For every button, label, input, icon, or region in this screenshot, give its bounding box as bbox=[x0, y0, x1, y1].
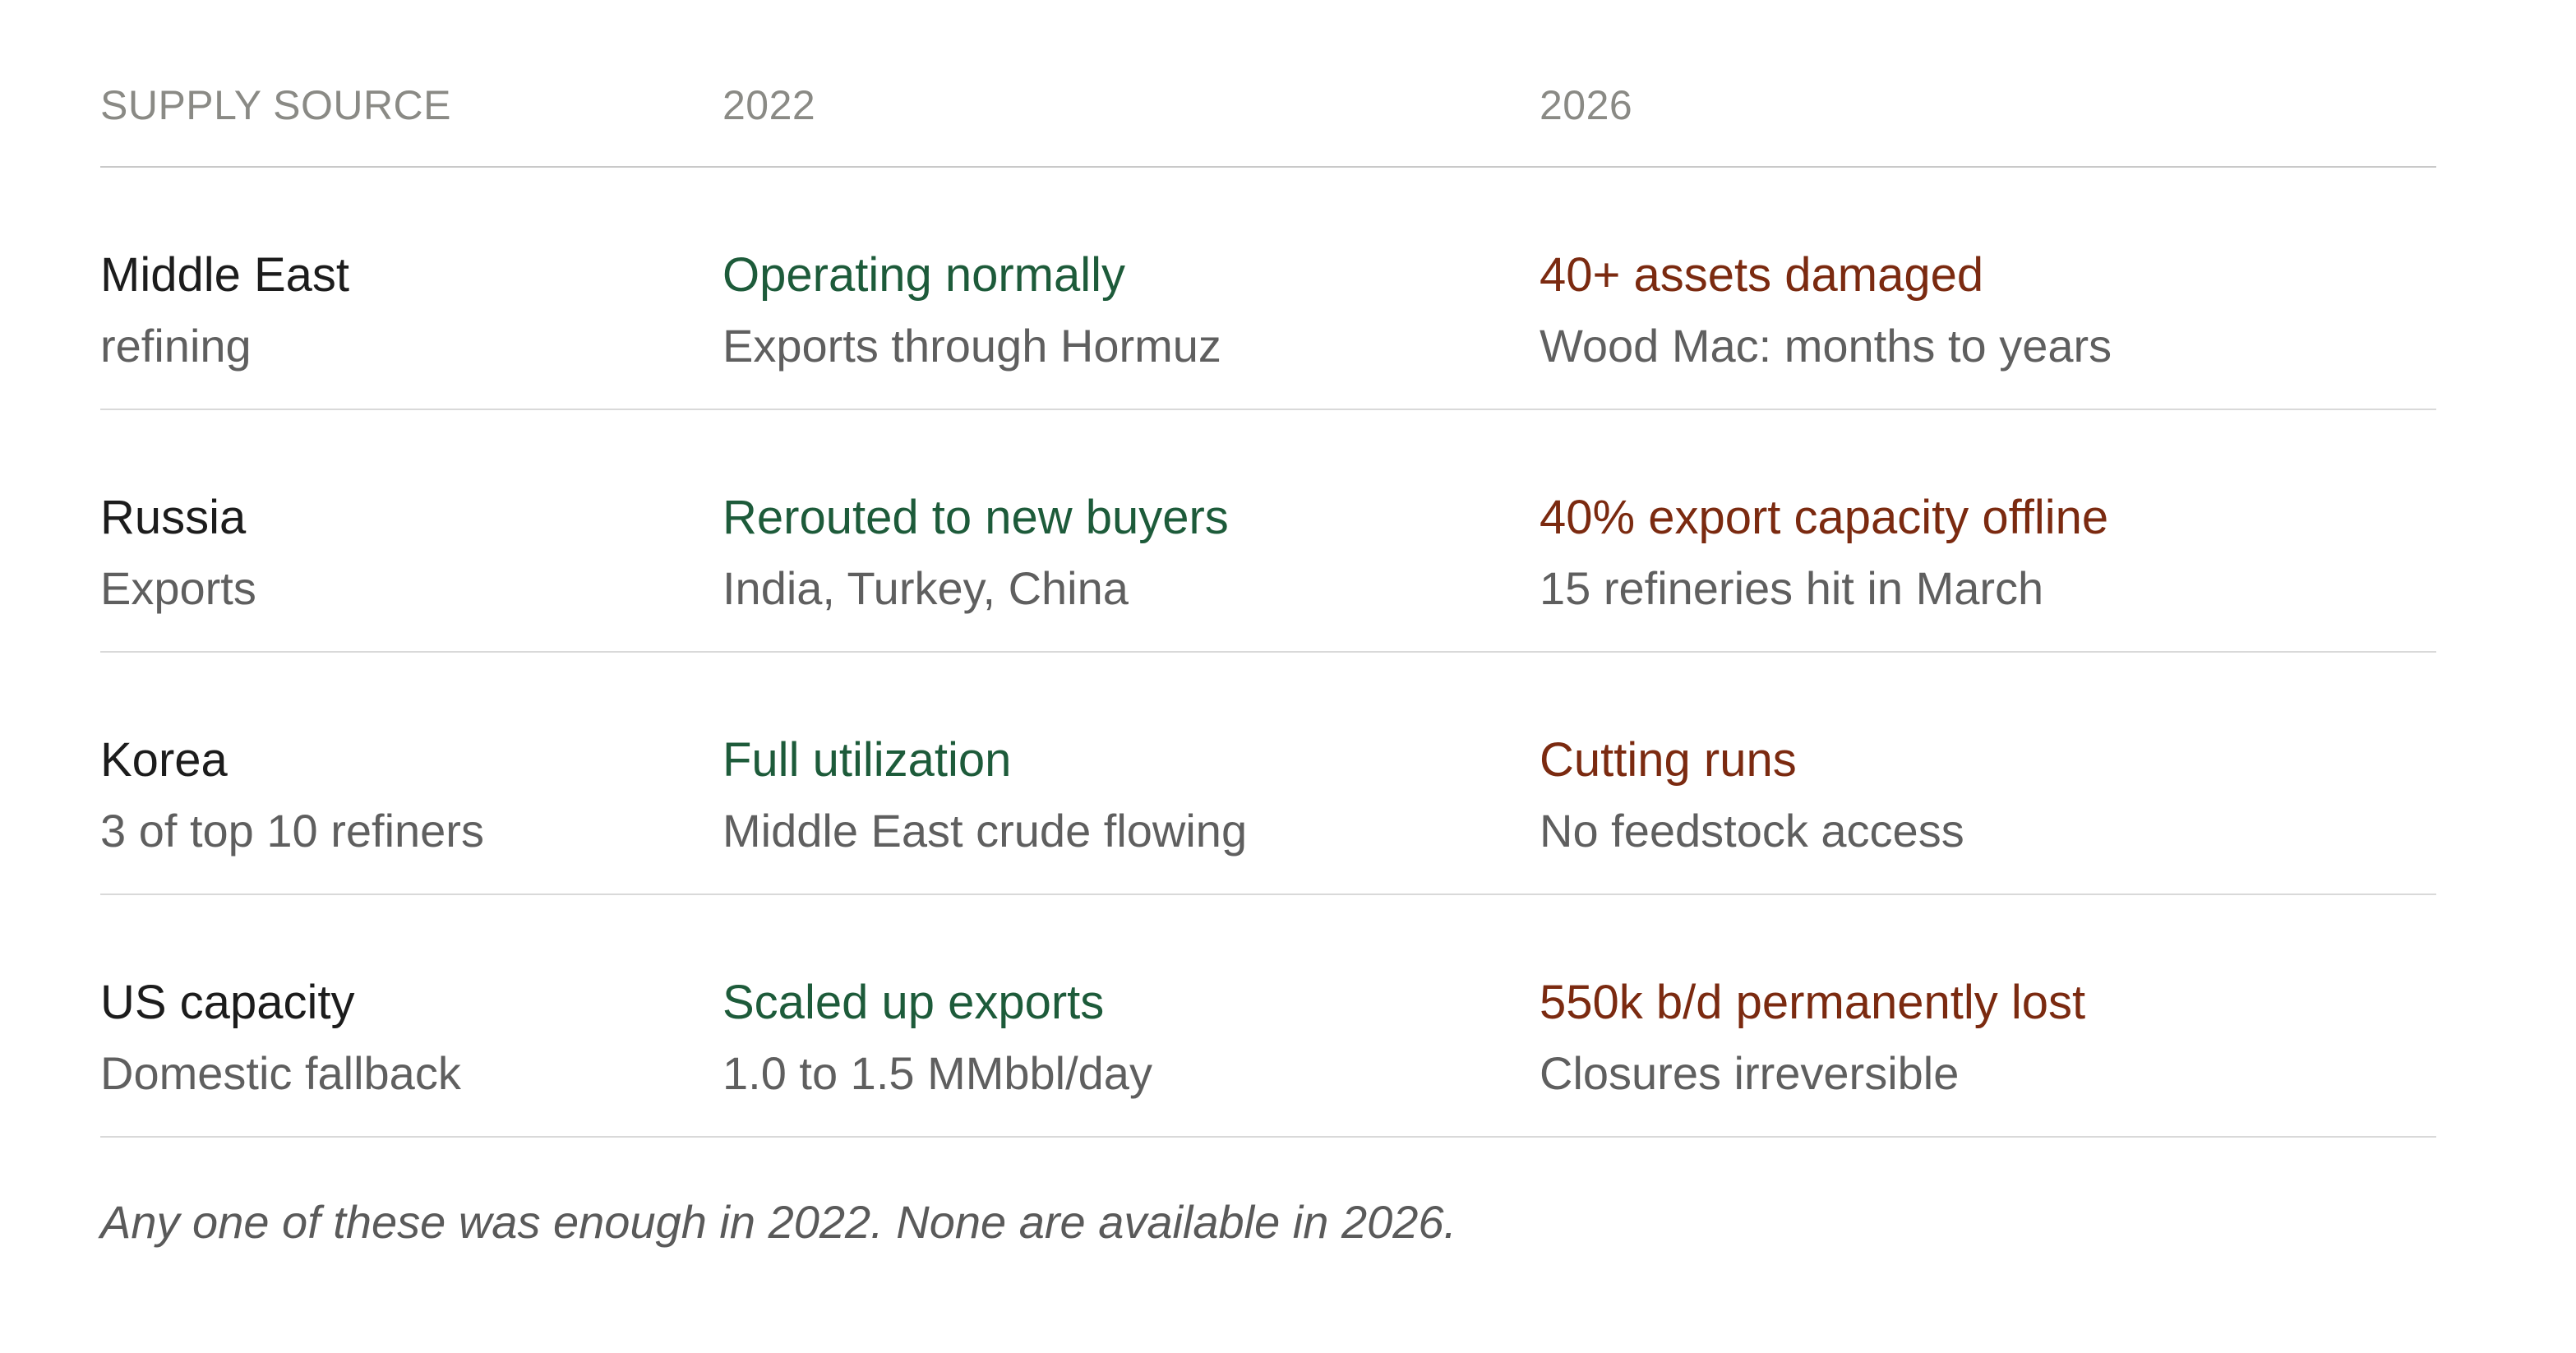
status-2022: Rerouted to new buyers bbox=[722, 491, 1229, 544]
source-name: US capacity bbox=[100, 976, 355, 1029]
table-header: SUPPLY SOURCE 2022 2026 bbox=[100, 0, 2436, 168]
source-detail: Exports bbox=[100, 562, 256, 614]
source-detail: Domestic fallback bbox=[100, 1047, 461, 1099]
source-detail: refining bbox=[100, 320, 252, 372]
source-detail: 3 of top 10 refiners bbox=[100, 805, 484, 857]
header-2026: 2026 bbox=[1540, 82, 1633, 128]
footnote: Any one of these was enough in 2022. Non… bbox=[100, 1196, 1457, 1248]
status-2026: 40% export capacity offline bbox=[1540, 491, 2109, 544]
status-2026: Cutting runs bbox=[1540, 733, 1797, 787]
status-2026: 550k b/d permanently lost bbox=[1540, 976, 2086, 1029]
status-2022: Operating normally bbox=[722, 248, 1125, 302]
status-2022-detail: Exports through Hormuz bbox=[722, 320, 1221, 372]
status-2026-detail: 15 refineries hit in March bbox=[1540, 562, 2044, 614]
source-name: Russia bbox=[100, 491, 247, 544]
status-2026-detail: Closures irreversible bbox=[1540, 1047, 1960, 1099]
table-row: Russia Exports Rerouted to new buyers In… bbox=[100, 410, 2436, 653]
status-2026-detail: Wood Mac: months to years bbox=[1540, 320, 2112, 372]
table-row: US capacity Domestic fallback Scaled up … bbox=[100, 895, 2436, 1138]
status-2022-detail: 1.0 to 1.5 MMbbl/day bbox=[722, 1047, 1152, 1099]
status-2022-detail: India, Turkey, China bbox=[722, 562, 1129, 614]
status-2026-detail: No feedstock access bbox=[1540, 805, 1964, 857]
status-2022: Scaled up exports bbox=[722, 976, 1105, 1029]
header-2022: 2022 bbox=[722, 82, 816, 128]
header-supply-source: SUPPLY SOURCE bbox=[100, 82, 452, 128]
status-2026: 40+ assets damaged bbox=[1540, 248, 1984, 302]
source-name: Korea bbox=[100, 733, 228, 787]
status-2022: Full utilization bbox=[722, 733, 1012, 787]
table-row: Korea 3 of top 10 refiners Full utilizat… bbox=[100, 653, 2436, 895]
supply-comparison-table: SUPPLY SOURCE 2022 2026 Middle East refi… bbox=[100, 0, 2436, 1138]
status-2022-detail: Middle East crude flowing bbox=[722, 805, 1248, 857]
table-row: Middle East refining Operating normally … bbox=[100, 168, 2436, 410]
source-name: Middle East bbox=[100, 248, 350, 302]
